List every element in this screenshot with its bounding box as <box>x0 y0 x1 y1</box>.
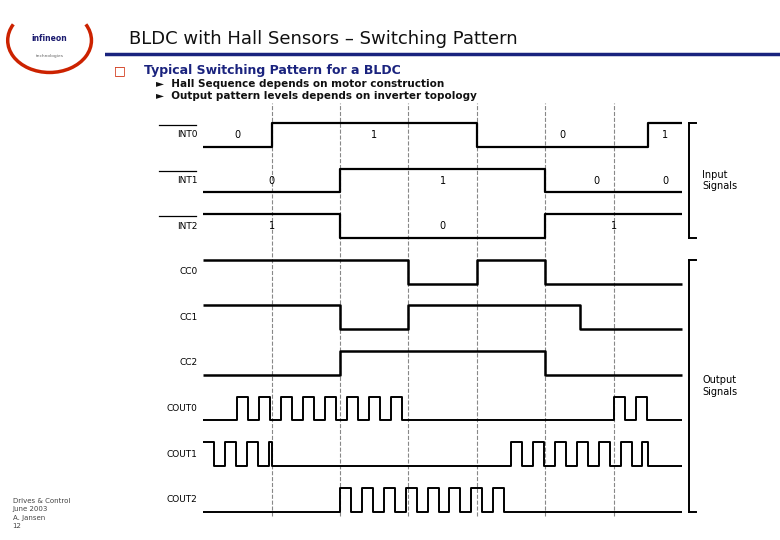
Text: technologies: technologies <box>36 55 64 58</box>
Text: 1: 1 <box>611 221 617 231</box>
Text: Typical Switching Pattern for a BLDC: Typical Switching Pattern for a BLDC <box>144 64 401 77</box>
Text: Drives & Control
June 2003
A. Jansen
12: Drives & Control June 2003 A. Jansen 12 <box>12 498 70 529</box>
Text: □: □ <box>113 64 125 77</box>
Text: CC2: CC2 <box>179 359 198 367</box>
Text: infineon: infineon <box>32 33 67 43</box>
Text: 1: 1 <box>268 221 275 231</box>
Text: 0: 0 <box>559 130 566 140</box>
Text: Output
Signals: Output Signals <box>703 375 738 396</box>
Text: 0: 0 <box>234 130 240 140</box>
Text: INT2: INT2 <box>177 221 198 231</box>
Text: 0: 0 <box>662 176 668 186</box>
Text: INT0: INT0 <box>177 130 198 139</box>
Text: 0: 0 <box>440 221 445 231</box>
Text: 0: 0 <box>594 176 600 186</box>
Text: 1: 1 <box>440 176 445 186</box>
Text: INT1: INT1 <box>177 176 198 185</box>
Text: COUT2: COUT2 <box>167 495 198 504</box>
Text: CC0: CC0 <box>179 267 198 276</box>
Text: ►  Hall Sequence depends on motor construction: ► Hall Sequence depends on motor constru… <box>156 79 444 89</box>
Text: COUT1: COUT1 <box>167 450 198 458</box>
Text: Input
Signals: Input Signals <box>703 170 738 191</box>
Text: Never stop thinking: Never stop thinking <box>48 181 62 337</box>
Text: BLDC with Hall Sensors – Switching Pattern: BLDC with Hall Sensors – Switching Patte… <box>129 30 518 48</box>
Text: 1: 1 <box>662 130 668 140</box>
Text: COUT0: COUT0 <box>167 404 198 413</box>
Text: 1: 1 <box>371 130 378 140</box>
Text: ►  Output pattern levels depends on inverter topology: ► Output pattern levels depends on inver… <box>156 91 477 101</box>
Text: CC1: CC1 <box>179 313 198 322</box>
Text: 0: 0 <box>268 176 275 186</box>
Circle shape <box>8 8 91 72</box>
